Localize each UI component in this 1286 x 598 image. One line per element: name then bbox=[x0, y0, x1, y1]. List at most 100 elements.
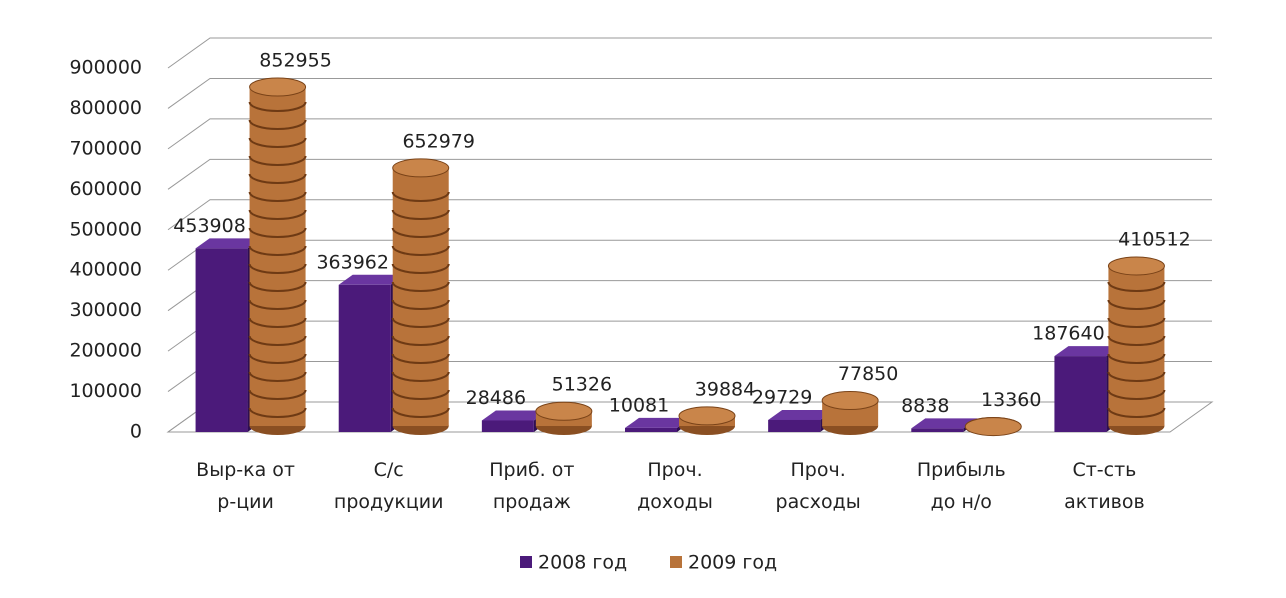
coin-edge bbox=[391, 353, 450, 364]
legend-swatch bbox=[670, 556, 682, 568]
legend-label: 2009 год bbox=[688, 552, 777, 574]
cylinder-top bbox=[535, 401, 593, 421]
coin-edge bbox=[391, 281, 450, 292]
coin-edge bbox=[248, 317, 307, 328]
coin-edge bbox=[391, 227, 450, 238]
cylinder-top bbox=[1107, 256, 1165, 276]
legend-label: 2008 год bbox=[538, 552, 627, 574]
y-tick-label: 500000 bbox=[69, 218, 142, 240]
grid-line bbox=[167, 37, 1212, 69]
bar-top bbox=[481, 410, 548, 421]
y-tick-label: 900000 bbox=[69, 57, 142, 79]
y-tick-label: 300000 bbox=[69, 299, 142, 321]
bar bbox=[481, 420, 534, 432]
value-label: 10081 bbox=[609, 394, 669, 416]
coin-edge bbox=[1107, 335, 1166, 346]
x-tick-label: Ст-сть активов bbox=[1064, 459, 1145, 513]
bar-top bbox=[195, 238, 262, 249]
x-tick-label: Приб. от продаж bbox=[489, 459, 574, 513]
coin-edge bbox=[391, 389, 450, 400]
coin-edge bbox=[391, 209, 450, 220]
coin-edge bbox=[248, 119, 307, 130]
value-label: 13360 bbox=[981, 389, 1041, 411]
coin-edge bbox=[1107, 389, 1166, 400]
legend-swatch bbox=[520, 556, 532, 568]
coin-edge bbox=[248, 353, 307, 364]
bar bbox=[1054, 356, 1107, 432]
value-label: 29729 bbox=[752, 386, 812, 408]
coin-edge bbox=[391, 299, 450, 310]
value-label: 51326 bbox=[552, 374, 612, 396]
y-tick-label: 600000 bbox=[69, 178, 142, 200]
coin-edge bbox=[391, 335, 450, 346]
coin-edge bbox=[391, 263, 450, 274]
coin-edge bbox=[248, 245, 307, 256]
coin-edge bbox=[248, 335, 307, 346]
coin-edge bbox=[391, 245, 450, 256]
grid-line bbox=[167, 199, 1212, 231]
bar-top bbox=[911, 418, 978, 429]
x-tick-label: Проч. расходы bbox=[776, 459, 861, 513]
bar bbox=[768, 419, 821, 432]
y-tick-label: 200000 bbox=[69, 340, 142, 362]
bar bbox=[338, 284, 391, 432]
coin-edge bbox=[248, 227, 307, 238]
coin-edge bbox=[1107, 281, 1166, 292]
value-label: 453908 bbox=[173, 215, 246, 237]
coin-edge bbox=[391, 191, 450, 202]
grid-line bbox=[167, 118, 1212, 150]
bar-top bbox=[1054, 346, 1121, 357]
value-label: 852955 bbox=[259, 50, 332, 72]
bar bbox=[392, 167, 449, 427]
bar bbox=[625, 427, 677, 432]
coin-edge bbox=[248, 209, 307, 220]
bar-top bbox=[625, 417, 691, 428]
coin-edge bbox=[1107, 353, 1166, 364]
coin-edge bbox=[1107, 371, 1166, 382]
y-tick-label: 700000 bbox=[69, 137, 142, 159]
coin-edge bbox=[248, 173, 307, 184]
coin-edge bbox=[248, 371, 307, 382]
coin-edge bbox=[248, 389, 307, 400]
coin-edge bbox=[248, 155, 307, 166]
coin-edge bbox=[1107, 407, 1166, 418]
cylinder-top bbox=[678, 406, 736, 426]
value-label: 28486 bbox=[466, 387, 526, 409]
coin-edge bbox=[391, 407, 450, 418]
coin-edge bbox=[248, 191, 307, 202]
x-tick-label: Проч. доходы bbox=[637, 459, 713, 513]
bar-top bbox=[338, 274, 405, 285]
x-tick-label: Выр-ка от р-ции bbox=[196, 459, 295, 513]
coin-edge bbox=[248, 407, 307, 418]
y-tick-label: 400000 bbox=[69, 259, 142, 281]
value-label: 652979 bbox=[402, 130, 475, 152]
coin-edge bbox=[391, 371, 450, 382]
x-tick-label: С/с продукции bbox=[334, 459, 444, 513]
bar bbox=[195, 248, 248, 432]
coin-edge bbox=[248, 281, 307, 292]
y-tick-label: 0 bbox=[130, 421, 142, 443]
value-label: 410512 bbox=[1118, 228, 1191, 250]
coin-edge bbox=[1107, 317, 1166, 328]
coin-edge bbox=[248, 101, 307, 112]
bar bbox=[911, 428, 964, 432]
coin-edge bbox=[248, 263, 307, 274]
coin-edge bbox=[248, 299, 307, 310]
coin-edge bbox=[248, 137, 307, 148]
value-label: 8838 bbox=[901, 395, 949, 417]
bar bbox=[249, 87, 306, 426]
cylinder-top bbox=[249, 77, 307, 97]
cylinder-top bbox=[821, 391, 879, 411]
coin-edge bbox=[1107, 299, 1166, 310]
cylinder-top bbox=[964, 417, 1022, 437]
y-tick-label: 100000 bbox=[69, 380, 142, 402]
coin-edge bbox=[391, 317, 450, 328]
x-tick-label: Прибыль до н/о bbox=[917, 459, 1006, 513]
grid-line bbox=[167, 77, 1212, 109]
value-label: 187640 bbox=[1032, 323, 1105, 345]
grid-line bbox=[167, 158, 1212, 190]
y-tick-label: 800000 bbox=[69, 97, 142, 119]
value-label: 363962 bbox=[316, 251, 389, 273]
cylinder-top bbox=[392, 158, 450, 178]
